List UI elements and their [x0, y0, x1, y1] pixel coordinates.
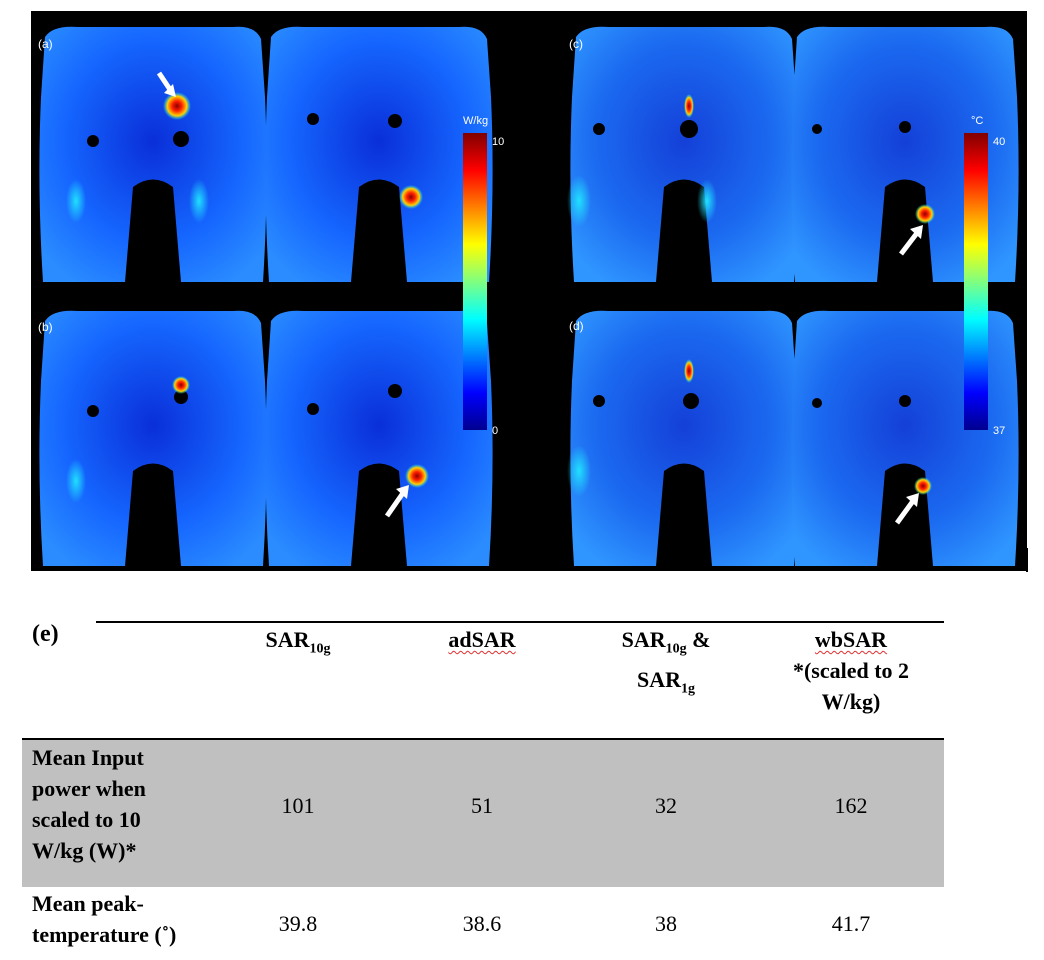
panel-b-label: (b): [38, 320, 53, 334]
arrow-icon: [910, 225, 923, 239]
arrow-icon: [906, 493, 919, 507]
temperature-colorbar-unit: °C: [971, 115, 983, 127]
table-cell: 41.7: [831, 911, 871, 936]
column-header-adsar: adSAR: [448, 627, 516, 652]
table-header-rule: [22, 738, 944, 740]
arrow-icon: [396, 485, 409, 499]
panel-c-label: (c): [569, 37, 583, 51]
table-cell: 39.8: [278, 911, 318, 936]
column-header-sar10g-sar1g: SAR10g & SAR1g: [621, 627, 711, 697]
table-row-label: Mean Input power when scaled to 10 W/kg …: [32, 745, 146, 863]
panel-d-label: (d): [569, 319, 584, 333]
sar-colorbar: W/kg 10 0: [463, 115, 504, 437]
table-label: (e): [32, 621, 59, 647]
sar-colorbar-max: 10: [492, 136, 504, 148]
table-cell: 51: [471, 793, 493, 818]
table-row-label: Mean peak- temperature (˚): [32, 891, 177, 947]
thermal-sar-figure: (a) (b) W/kg 10 0 (c): [31, 11, 1027, 571]
panel-b: (b): [38, 310, 493, 566]
arrow-icon: [164, 84, 176, 97]
column-header-sar10g: SAR10g: [265, 627, 331, 657]
sar-colorbar-unit: W/kg: [463, 115, 488, 127]
table-cell: 38.6: [462, 911, 502, 936]
panel-a: (a): [38, 26, 493, 282]
table-cell: 162: [834, 793, 868, 818]
sar-colorbar-min: 0: [492, 425, 498, 437]
temperature-colorbar-max: 40: [993, 136, 1005, 148]
table-cell: 101: [281, 793, 315, 818]
temperature-colorbar-min: 37: [993, 425, 1005, 437]
table-cell: 32: [655, 793, 677, 818]
panel-c: (c): [567, 26, 1019, 282]
temperature-colorbar: °C 40 37: [964, 115, 1005, 437]
panel-d: (d): [567, 310, 1019, 566]
table-cell: 38: [655, 911, 677, 936]
panel-a-label: (a): [38, 37, 53, 51]
column-header-wbsar: wbSAR *(scaled to 2 W/kg): [792, 627, 910, 714]
text-cursor: [1026, 548, 1028, 572]
table-top-rule: [96, 621, 944, 623]
